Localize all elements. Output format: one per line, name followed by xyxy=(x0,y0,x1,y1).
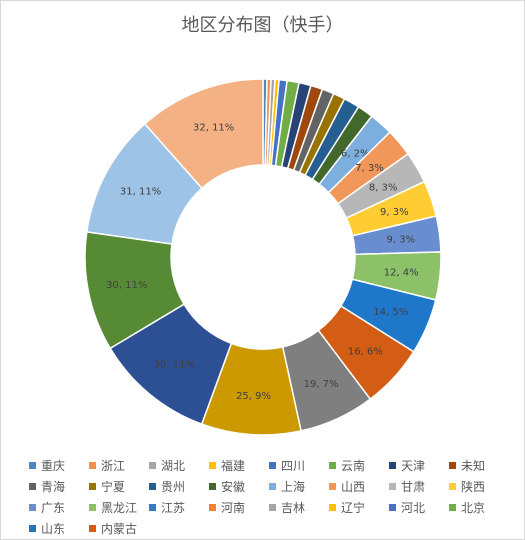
legend-label: 安徽 xyxy=(221,480,246,494)
slice-data-label: 6, 2% xyxy=(341,149,370,160)
legend-swatch xyxy=(149,504,156,511)
legend-item: 云南 xyxy=(329,457,389,474)
legend-item: 未知 xyxy=(449,457,509,474)
legend-swatch xyxy=(149,483,156,490)
legend-label: 湖北 xyxy=(161,459,186,473)
doughnut-slice xyxy=(143,78,264,190)
legend-item: 黑龙江 xyxy=(89,499,149,516)
legend-swatch xyxy=(149,462,156,469)
legend-label: 重庆 xyxy=(41,459,66,473)
legend-item: 辽宁 xyxy=(329,499,389,516)
legend-label: 未知 xyxy=(461,459,486,473)
legend-label: 青海 xyxy=(41,480,66,494)
slice-data-label: 31, 11% xyxy=(120,187,161,198)
legend-swatch xyxy=(389,462,396,469)
legend-label: 福建 xyxy=(221,459,246,473)
legend-item: 福建 xyxy=(209,457,269,474)
legend-item: 上海 xyxy=(269,478,329,495)
legend-swatch xyxy=(329,504,336,511)
legend-swatch xyxy=(329,483,336,490)
legend-item: 贵州 xyxy=(149,478,209,495)
slice-data-label: 30, 11% xyxy=(106,280,147,291)
legend-label: 河北 xyxy=(401,501,426,515)
legend-item: 山东 xyxy=(29,520,89,537)
slice-data-label: 7, 3% xyxy=(355,163,384,174)
legend-label: 四川 xyxy=(281,459,306,473)
legend-item: 北京 xyxy=(449,499,509,516)
slice-data-label: 32, 11% xyxy=(193,123,234,134)
legend-swatch xyxy=(269,462,276,469)
slice-data-label: 16, 6% xyxy=(348,347,383,358)
legend-swatch xyxy=(449,504,456,511)
legend-label: 内蒙古 xyxy=(101,522,138,536)
legend-swatch xyxy=(29,483,36,490)
legend-swatch xyxy=(29,462,36,469)
legend-swatch xyxy=(89,525,96,532)
legend-item: 四川 xyxy=(269,457,329,474)
slice-data-label: 9, 3% xyxy=(380,207,409,218)
chart-title: 地区分布图（快手） xyxy=(181,15,344,36)
legend-item: 浙江 xyxy=(89,457,149,474)
legend-swatch xyxy=(89,483,96,490)
legend-label: 陕西 xyxy=(461,480,486,494)
legend-label: 天津 xyxy=(401,459,426,473)
legend-label: 云南 xyxy=(341,459,366,473)
legend-swatch xyxy=(209,462,216,469)
legend-label: 山西 xyxy=(341,480,366,494)
legend-item: 河北 xyxy=(389,499,449,516)
legend-item: 陕西 xyxy=(449,478,509,495)
legend-swatch xyxy=(29,525,36,532)
legend-item: 河南 xyxy=(209,499,269,516)
legend-label: 北京 xyxy=(461,501,486,515)
legend-label: 贵州 xyxy=(161,480,186,494)
legend-item: 内蒙古 xyxy=(89,520,149,537)
legend-swatch xyxy=(269,504,276,511)
legend-swatch xyxy=(29,504,36,511)
legend-label: 黑龙江 xyxy=(101,501,138,515)
legend: 重庆 浙江 湖北 福建 四川 云南 天津 未知青海 宁夏 贵州 安徽 上海 山西 甘肃 陕西广东 黑龙江 江苏 河… xyxy=(29,457,509,537)
legend-label: 宁夏 xyxy=(101,480,126,494)
slice-data-label: 30, 11% xyxy=(154,360,195,371)
slice-data-label: 25, 9% xyxy=(236,391,271,402)
legend-label: 上海 xyxy=(281,480,306,494)
legend-swatch xyxy=(449,462,456,469)
legend-item: 天津 xyxy=(389,457,449,474)
legend-label: 辽宁 xyxy=(341,501,366,515)
legend-swatch xyxy=(389,504,396,511)
legend-item: 青海 xyxy=(29,478,89,495)
legend-label: 山东 xyxy=(41,522,66,536)
legend-swatch xyxy=(269,483,276,490)
legend-swatch xyxy=(89,462,96,469)
legend-label: 江苏 xyxy=(161,501,186,515)
slice-data-label: 9, 3% xyxy=(387,234,416,245)
legend-label: 河南 xyxy=(221,501,246,515)
legend-swatch xyxy=(89,504,96,511)
legend-item: 山西 xyxy=(329,478,389,495)
doughnut-chart: 6, 2% 7, 3% 8, 3% 9, 3% 9, 3% 12, 4% 14, 5% 16,… xyxy=(84,78,442,436)
legend-item: 宁夏 xyxy=(89,478,149,495)
slice-data-label: 8, 3% xyxy=(369,183,398,194)
slice-data-label: 12, 4% xyxy=(384,267,419,278)
legend-item: 江苏 xyxy=(149,499,209,516)
legend-item: 重庆 xyxy=(29,457,89,474)
legend-swatch xyxy=(449,483,456,490)
legend-swatch xyxy=(329,462,336,469)
legend-label: 广东 xyxy=(41,501,66,515)
slice-data-label: 19, 7% xyxy=(304,379,339,390)
legend-item: 甘肃 xyxy=(389,478,449,495)
legend-label: 甘肃 xyxy=(401,480,426,494)
legend-item: 安徽 xyxy=(209,478,269,495)
legend-swatch xyxy=(389,483,396,490)
legend-label: 浙江 xyxy=(101,459,126,473)
legend-item: 吉林 xyxy=(269,499,329,516)
legend-swatch xyxy=(209,483,216,490)
slice-data-label: 14, 5% xyxy=(373,307,408,318)
legend-item: 湖北 xyxy=(149,457,209,474)
legend-item: 广东 xyxy=(29,499,89,516)
legend-label: 吉林 xyxy=(281,501,306,515)
legend-swatch xyxy=(209,504,216,511)
